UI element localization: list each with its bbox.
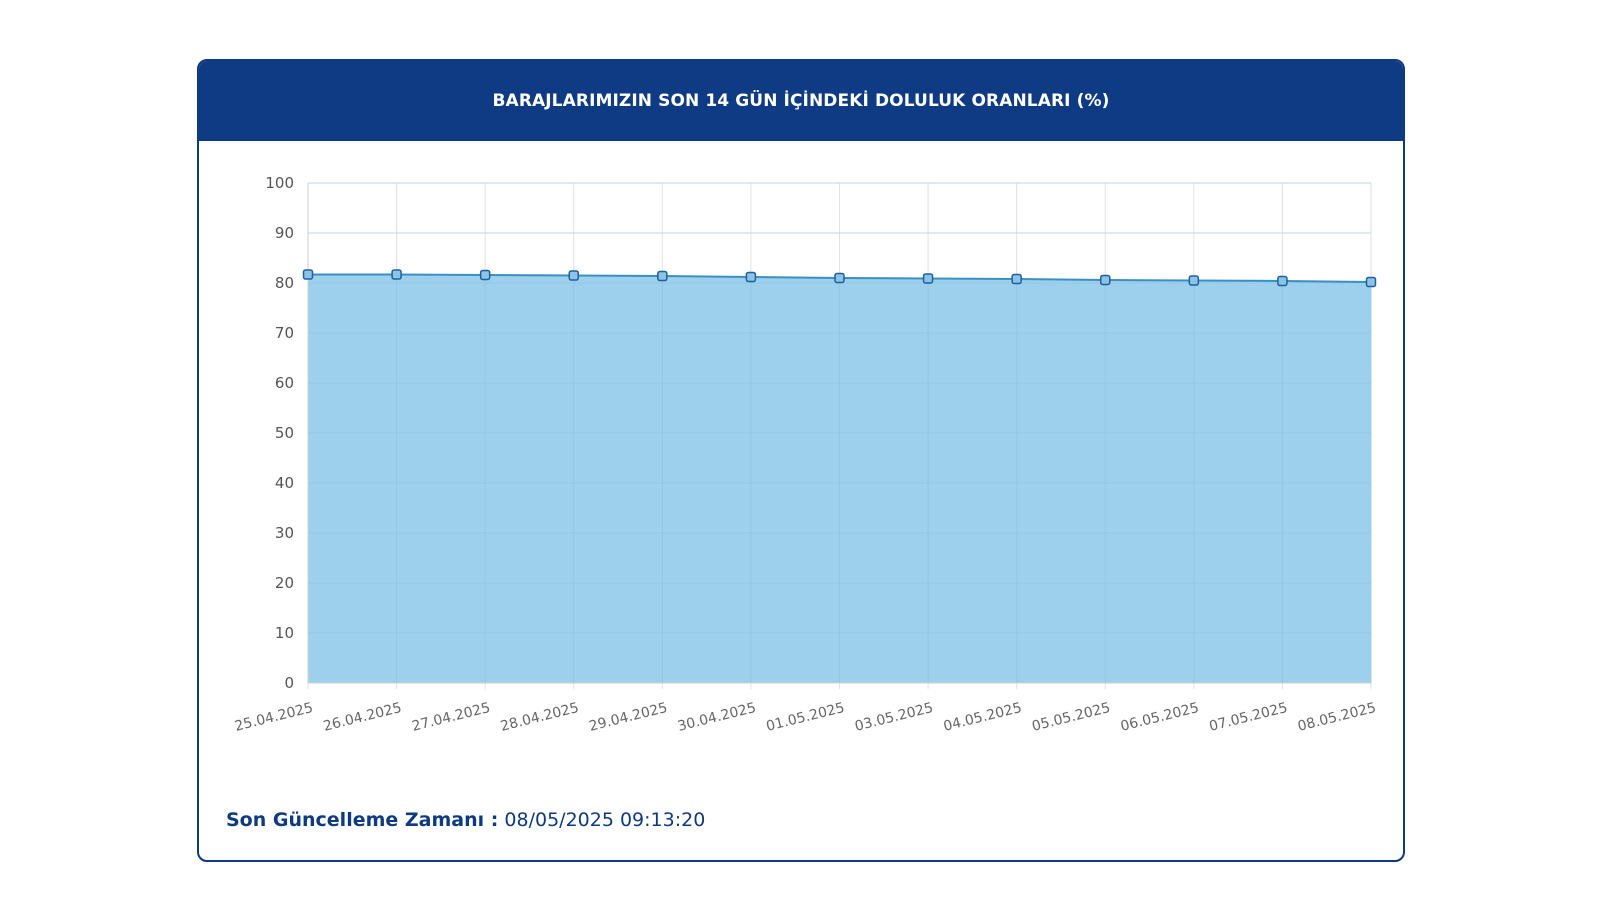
y-tick-label: 20: [275, 574, 294, 592]
data-point: [1188, 275, 1200, 286]
y-tick-label: 70: [275, 324, 294, 342]
x-tick-label: 29.04.2025: [587, 700, 669, 735]
last-update-label: Son Güncelleme Zamanı :: [226, 809, 499, 831]
area-fill: [308, 274, 1371, 683]
x-tick-label: 03.05.2025: [853, 700, 935, 735]
y-tick-label: 40: [275, 474, 294, 492]
y-tick-label: 100: [265, 174, 294, 192]
x-tick-label: 25.04.2025: [233, 700, 315, 735]
data-point: [391, 269, 402, 280]
x-tick-label: 26.04.2025: [322, 700, 404, 735]
x-tick-label: 08.05.2025: [1296, 700, 1378, 735]
x-tick-label: 27.04.2025: [410, 700, 492, 735]
y-tick-label: 30: [275, 524, 294, 542]
data-point: [568, 270, 579, 281]
x-tick-label: 28.04.2025: [499, 700, 581, 735]
x-tick-label: 30.04.2025: [676, 700, 758, 735]
data-point: [1100, 274, 1111, 286]
y-tick-label: 10: [275, 624, 294, 642]
y-tick-label: 90: [275, 224, 294, 242]
x-tick-label: 07.05.2025: [1208, 700, 1290, 735]
data-point: [657, 270, 668, 282]
data-point: [1365, 276, 1377, 288]
x-tick-label: 05.05.2025: [1030, 700, 1112, 735]
data-point: [922, 273, 934, 284]
y-tick-label: 60: [275, 374, 294, 392]
y-tick-label: 50: [275, 424, 294, 442]
chart-title: BARAJLARIMIZIN SON 14 GÜN İÇİNDEKİ DOLUL…: [492, 91, 1110, 111]
data-point: [479, 269, 491, 281]
data-point: [302, 269, 314, 280]
x-tick-label: 04.05.2025: [942, 700, 1024, 735]
data-point: [745, 271, 757, 283]
data-point: [834, 272, 845, 284]
y-tick-label: 0: [284, 674, 294, 692]
data-point: [1277, 275, 1288, 287]
y-tick-label: 80: [275, 274, 294, 292]
x-tick-label: 06.05.2025: [1119, 700, 1201, 735]
x-tick-label: 01.05.2025: [765, 700, 847, 735]
data-point: [1011, 273, 1022, 285]
last-update-value: 08/05/2025 09:13:20: [504, 809, 706, 831]
last-update: Son Güncelleme Zamanı : 08/05/2025 09:13…: [226, 809, 705, 831]
card-header: BARAJLARIMIZIN SON 14 GÜN İÇİNDEKİ DOLUL…: [199, 61, 1403, 141]
